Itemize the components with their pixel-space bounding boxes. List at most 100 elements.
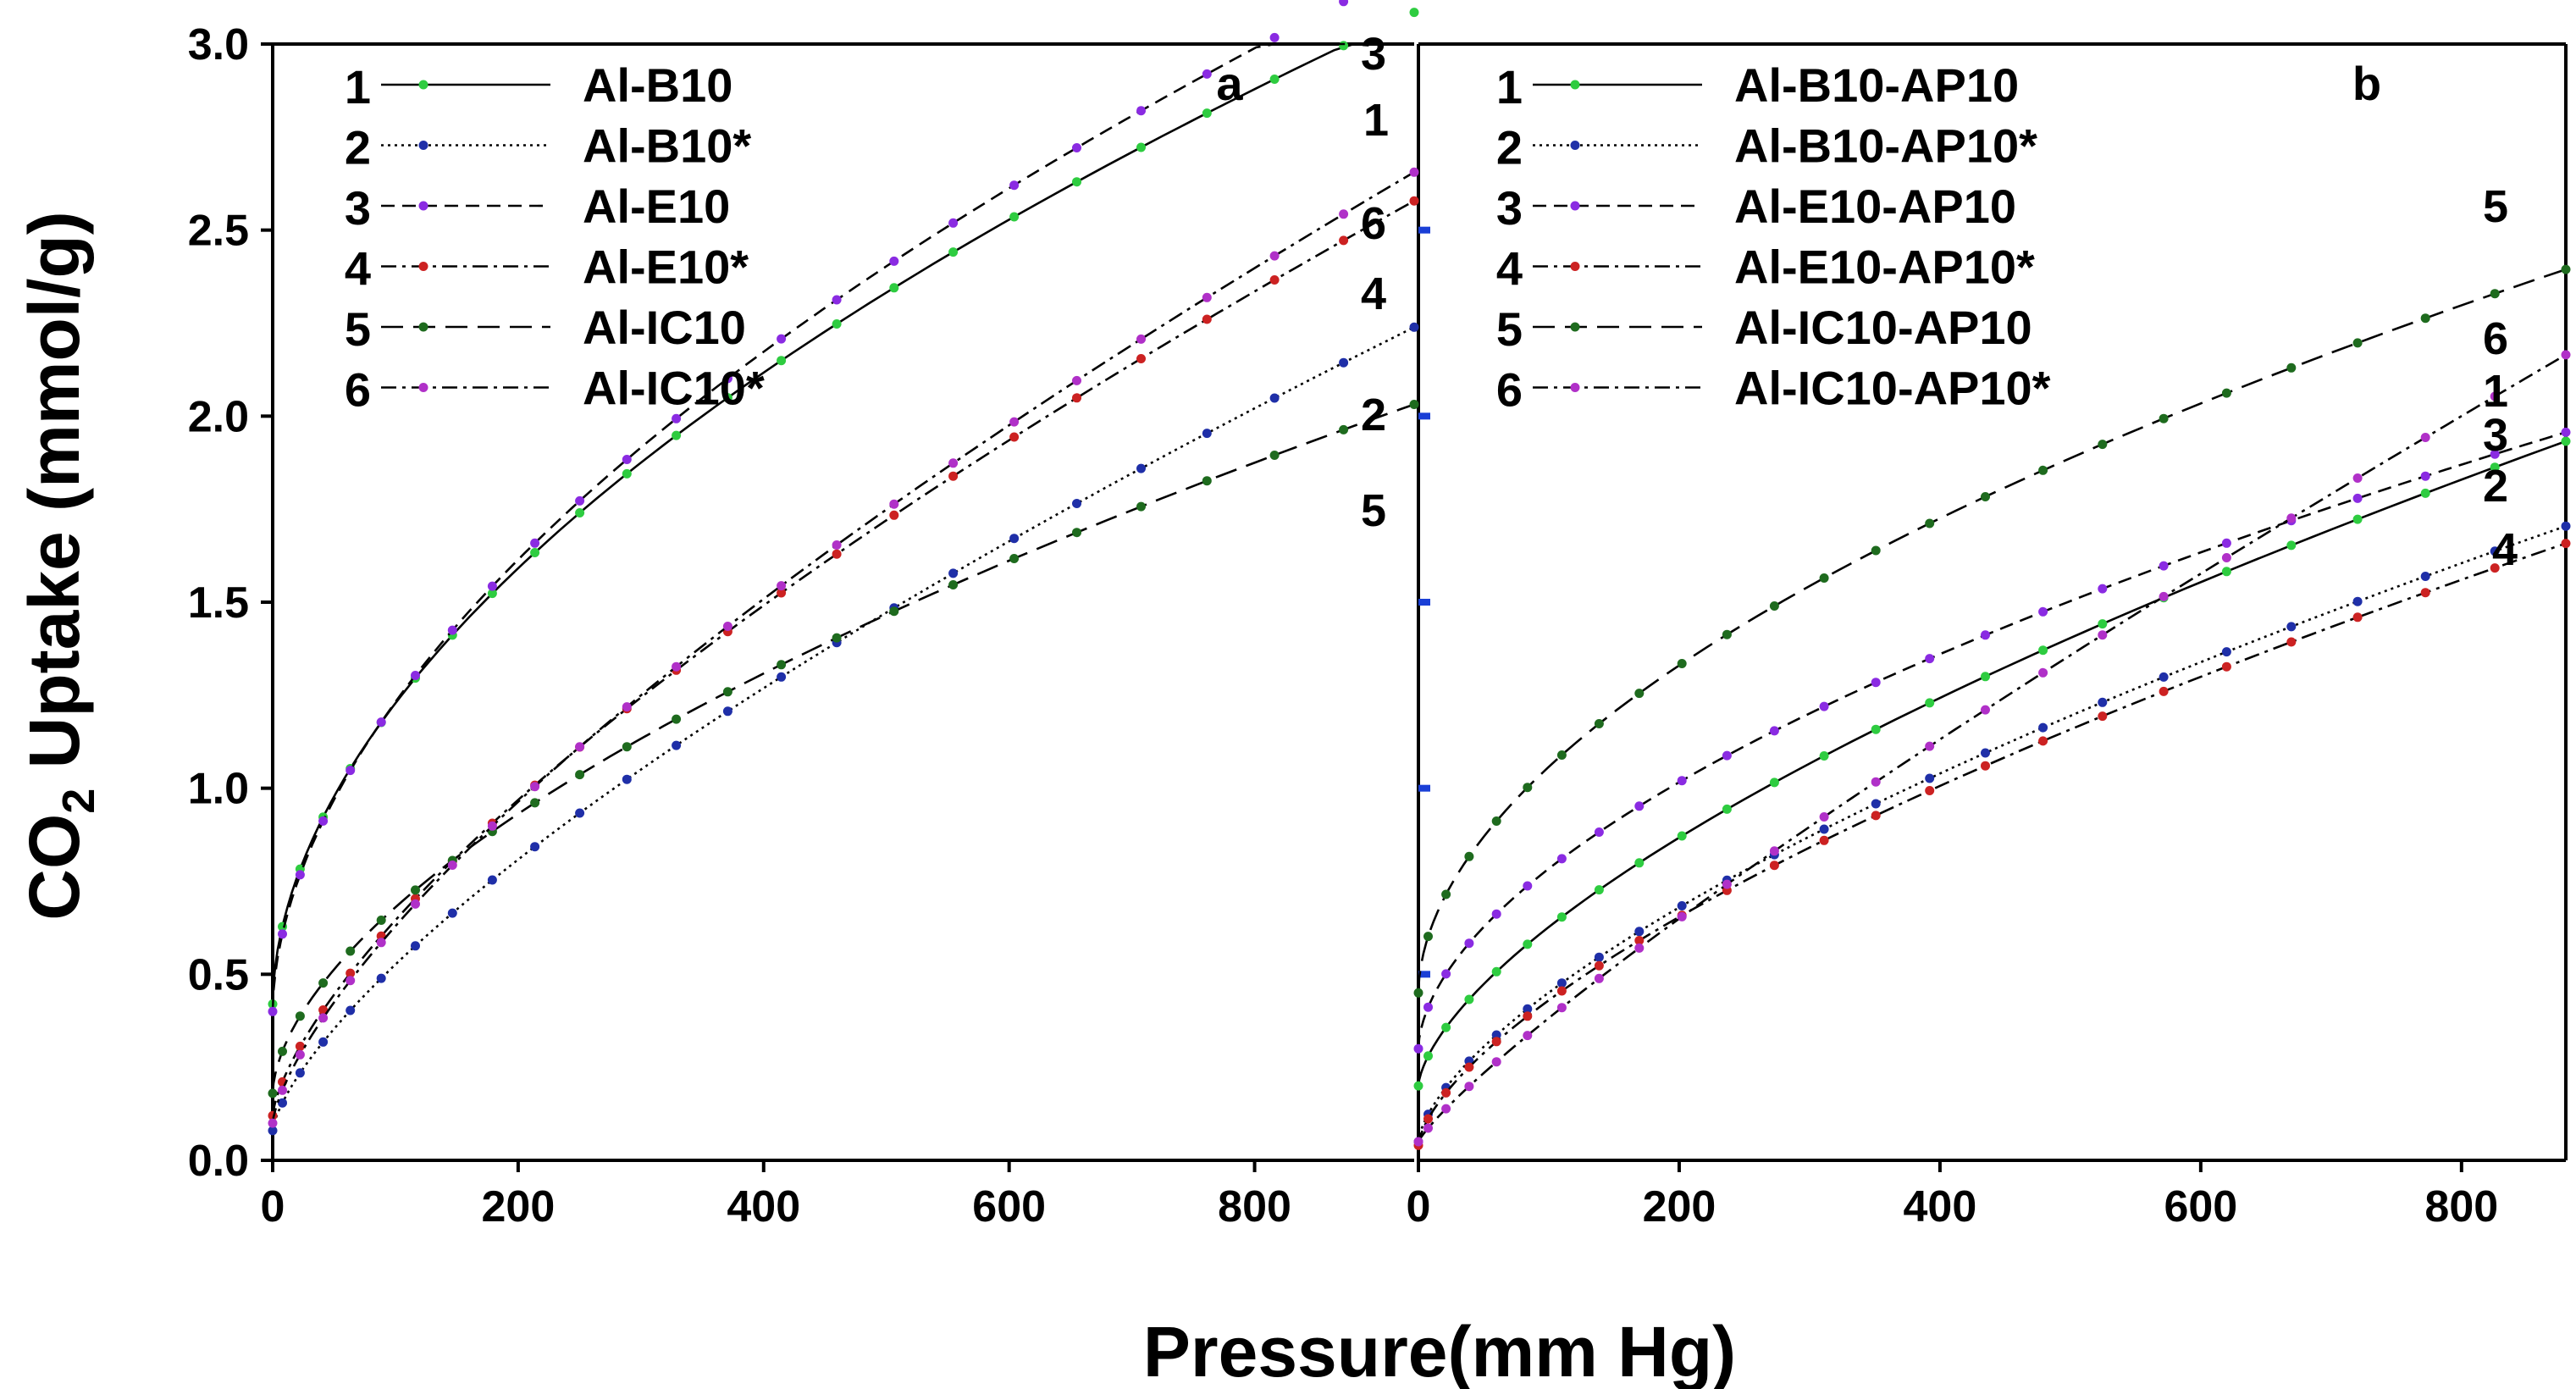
data-point [1072, 393, 1081, 403]
data-point [2561, 539, 2571, 549]
data-point [376, 973, 386, 983]
data-point [1072, 528, 1081, 538]
data-point [2286, 362, 2297, 373]
series-line-b-4 [1417, 542, 2567, 1146]
data-point [2221, 567, 2231, 577]
data-point [1523, 939, 1533, 949]
data-point [2038, 606, 2048, 617]
data-point [318, 1037, 329, 1047]
curve-end-label: 1 [1363, 95, 1389, 146]
data-point [2286, 540, 2297, 551]
data-point [1491, 966, 1501, 977]
data-point [1464, 1082, 1474, 1092]
data-point [2221, 661, 2231, 672]
data-point [672, 430, 682, 440]
data-point [530, 842, 540, 852]
data-point [1072, 177, 1081, 187]
legend-number: 4 [1496, 242, 1523, 296]
series-line-a-6 [271, 171, 1415, 1124]
data-point [1556, 750, 1567, 760]
y-tick-label: 0.0 [188, 1137, 249, 1186]
x-tick-label: 400 [727, 1182, 800, 1231]
x-tick-label: 0 [261, 1182, 285, 1231]
curve-end-label: 6 [1361, 198, 1386, 249]
data-point [2561, 264, 2571, 274]
data-point [1819, 701, 1829, 711]
panel-label: b [2352, 57, 2381, 110]
data-point [295, 1011, 305, 1021]
data-point [318, 978, 329, 988]
data-point [2159, 591, 2169, 601]
data-point [575, 808, 585, 818]
data-point [1136, 142, 1146, 152]
data-point [1556, 1003, 1567, 1013]
legend-marker [1570, 141, 1580, 150]
series-line-a-3 [271, 42, 1414, 1012]
data-point [1556, 978, 1567, 988]
data-point [575, 508, 585, 517]
x-tick-label: 0 [1407, 1182, 1431, 1231]
data-point [447, 625, 457, 635]
x-tick-label: 400 [1904, 1182, 1977, 1231]
data-point [1072, 375, 1081, 385]
data-point [1634, 689, 1645, 699]
data-point [345, 976, 356, 986]
data-point [2098, 697, 2108, 707]
data-point [447, 861, 457, 870]
data-point [1819, 751, 1829, 761]
data-point [832, 540, 842, 550]
data-point [948, 471, 959, 481]
data-point [1009, 534, 1020, 544]
data-point [1202, 292, 1212, 302]
data-point [2098, 619, 2108, 629]
data-point [1136, 334, 1146, 344]
legend-marker [418, 80, 428, 90]
data-point [1594, 960, 1604, 971]
data-point [1339, 357, 1349, 368]
data-point [948, 568, 959, 578]
data-point [2038, 736, 2048, 746]
data-point [1009, 180, 1020, 191]
data-point [1769, 846, 1779, 856]
data-point [1136, 501, 1146, 512]
legend-number: 2 [345, 121, 371, 174]
legend-marker [418, 141, 428, 150]
data-point [487, 821, 497, 831]
data-point [1009, 417, 1020, 427]
data-point [2352, 612, 2363, 623]
y-tick-label: 0.5 [188, 950, 249, 999]
data-point [672, 740, 682, 750]
data-point [777, 356, 787, 366]
data-point [672, 413, 682, 423]
data-point [2561, 350, 2571, 360]
data-point [1009, 554, 1020, 563]
data-point [1136, 463, 1146, 473]
y-tick-label: 2.5 [188, 207, 249, 256]
data-point [1769, 778, 1779, 788]
panel-label: a [1216, 57, 1243, 110]
data-point [1819, 835, 1829, 845]
data-point [345, 766, 356, 776]
data-point [2352, 338, 2363, 348]
data-point [1925, 654, 1935, 664]
data-point [2420, 488, 2430, 498]
data-point [318, 1005, 329, 1015]
curve-end-label: 3 [2483, 410, 2508, 461]
data-point [1464, 994, 1474, 1004]
data-point [530, 538, 540, 548]
x-tick-label: 600 [2164, 1182, 2237, 1231]
data-point [487, 581, 497, 591]
legend-label: Al-IC10* [583, 362, 765, 415]
data-point [575, 770, 585, 780]
data-point [1339, 41, 1349, 51]
data-point [2159, 413, 2169, 423]
data-point [1819, 824, 1829, 834]
legend-marker [1570, 201, 1580, 211]
data-point [1722, 804, 1732, 814]
legend-number: 3 [345, 181, 371, 235]
legend-number: 1 [345, 60, 371, 113]
data-point [1009, 212, 1020, 222]
curve-end-label: 6 [2483, 313, 2508, 364]
data-point [1523, 881, 1533, 891]
data-point [1491, 909, 1501, 919]
